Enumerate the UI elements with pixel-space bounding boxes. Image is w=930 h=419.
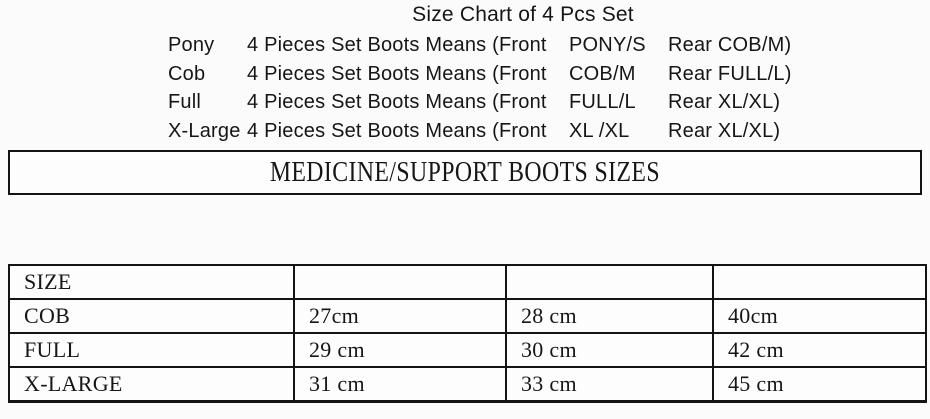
set-line-means: 4 Pieces Set Boots Means (Front — [247, 120, 547, 143]
medicine-boots-banner: MEDICINE/SUPPORT BOOTS SIZES — [8, 150, 922, 195]
set-line-means: 4 Pieces Set Boots Means (Front — [247, 91, 547, 114]
set-line-label: Cob — [168, 62, 206, 85]
set-line-rear-size: Rear COB/M) — [668, 34, 792, 56]
table-cell-size-label: X-LARGE — [8, 366, 295, 403]
table-cell-measure: 45 cm — [712, 366, 927, 403]
table-cell-measure: 42 cm — [712, 332, 927, 368]
set-line-rear-size: Rear FULL/L) — [668, 62, 792, 85]
table-cell-size-label: FULL — [8, 332, 295, 368]
table-cell-measure: 29 cm — [293, 332, 507, 368]
table-cell-measure: 28 cm — [505, 298, 714, 334]
table-cell-measure: 31 cm — [293, 366, 507, 403]
set-line-means: 4 Pieces Set Boots Means (Front — [247, 62, 547, 85]
set-line-xlarge: X-Large 4 Pieces Set Boots Means (Front … — [168, 117, 792, 146]
table-cell-empty — [293, 264, 507, 300]
set-line-pony: Pony 4 Pieces Set Boots Means (Front PON… — [168, 31, 792, 60]
set-line-front-size: FULL/L — [569, 91, 636, 114]
table-row-xlarge: X-LARGE 31 cm 33 cm 45 cm — [8, 366, 927, 403]
set-line-front-size: PONY/S — [569, 34, 646, 56]
table-cell-empty — [505, 264, 714, 300]
table-row-full: FULL 29 cm 30 cm 42 cm — [8, 332, 927, 368]
size-table: SIZE COB 27cm 28 cm 40cm FULL 29 cm 30 c… — [8, 264, 927, 403]
table-cell-size-label: COB — [8, 298, 295, 334]
table-header-row: SIZE — [8, 264, 927, 300]
table-cell-measure: 40cm — [712, 298, 927, 334]
table-cell-measure: 30 cm — [505, 332, 714, 368]
set-line-cob: Cob 4 Pieces Set Boots Means (Front COB/… — [168, 60, 792, 89]
table-cell-size-header: SIZE — [8, 264, 295, 300]
set-line-label: Full — [168, 91, 202, 114]
set-line-label: Pony — [168, 34, 215, 56]
table-row-cob: COB 27cm 28 cm 40cm — [8, 298, 927, 334]
set-line-rear-size: Rear XL/XL) — [668, 91, 781, 114]
set-line-label: X-Large — [168, 120, 241, 143]
page-title: Size Chart of 4 Pcs Set — [412, 3, 634, 26]
table-cell-empty — [712, 264, 927, 300]
set-line-full: Full 4 Pieces Set Boots Means (Front FUL… — [168, 88, 792, 117]
set-description-list: Pony 4 Pieces Set Boots Means (Front PON… — [168, 31, 792, 146]
set-line-front-size: COB/M — [569, 62, 636, 85]
set-line-rear-size: Rear XL/XL) — [668, 120, 781, 143]
set-line-front-size: XL /XL — [569, 120, 630, 143]
banner-title: MEDICINE/SUPPORT BOOTS SIZES — [269, 156, 661, 188]
table-cell-measure: 27cm — [293, 298, 507, 334]
set-line-means: 4 Pieces Set Boots Means (Front — [247, 34, 547, 56]
table-cell-measure: 33 cm — [505, 366, 714, 403]
